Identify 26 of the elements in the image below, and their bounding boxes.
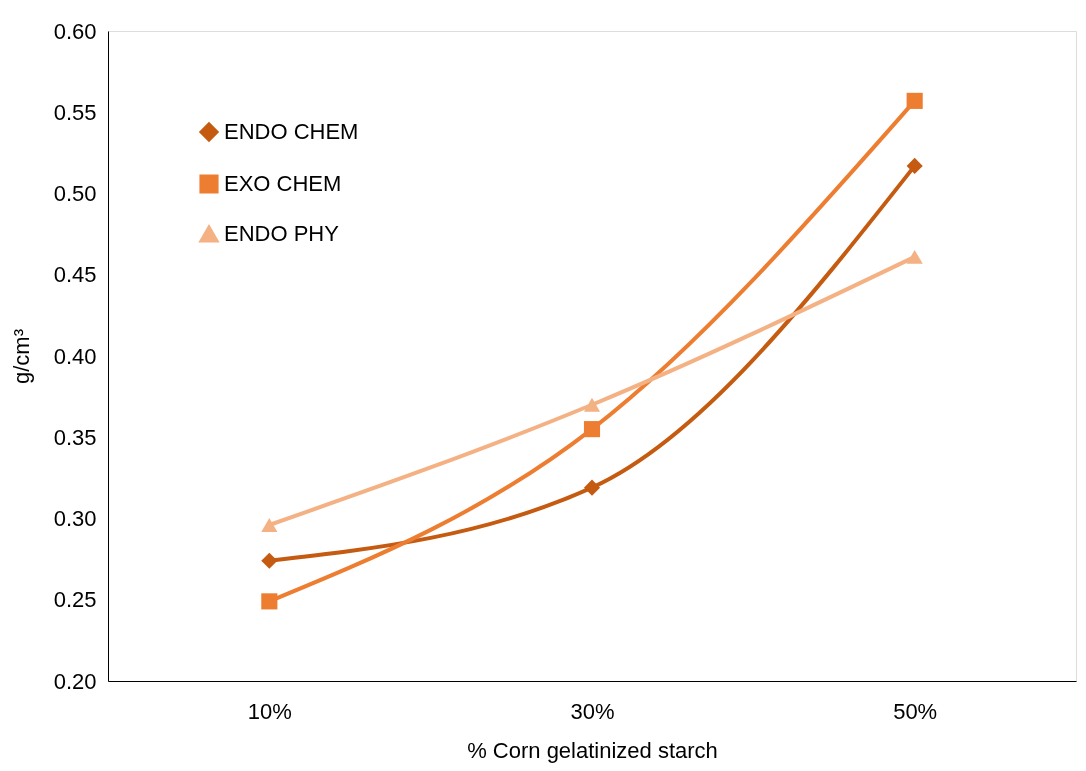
legend-label: ENDO PHY xyxy=(224,221,340,246)
point xyxy=(261,593,278,610)
point xyxy=(906,157,923,174)
y-tick-label: 0.25 xyxy=(53,587,97,613)
y-tick-label: 0.50 xyxy=(53,181,97,206)
point xyxy=(261,518,278,532)
y-tick-label: 0.55 xyxy=(53,99,97,125)
legend-label: EXO CHEM xyxy=(224,171,342,196)
y-tick-label: 0.45 xyxy=(53,262,97,288)
x-axis-title: % Corn gelatinized starch xyxy=(467,737,718,763)
y-axis-title: g/cm³ xyxy=(8,329,34,384)
y-tick-label: 0.40 xyxy=(53,343,97,369)
point xyxy=(906,92,923,109)
y-tick-label: 0.30 xyxy=(53,506,97,531)
point xyxy=(583,397,601,412)
y-tick-label: 0.60 xyxy=(53,18,97,44)
point xyxy=(583,421,601,438)
y-tick-label: 0.35 xyxy=(53,424,97,450)
point xyxy=(583,479,601,496)
point xyxy=(906,249,923,264)
x-tick-label: 30% xyxy=(570,698,615,724)
y-tick-label: 0.20 xyxy=(53,668,97,694)
x-tick-label: 10% xyxy=(247,698,292,724)
legend-label: ENDO CHEM xyxy=(224,119,359,144)
point xyxy=(261,552,278,569)
x-tick-label: 50% xyxy=(893,698,938,724)
